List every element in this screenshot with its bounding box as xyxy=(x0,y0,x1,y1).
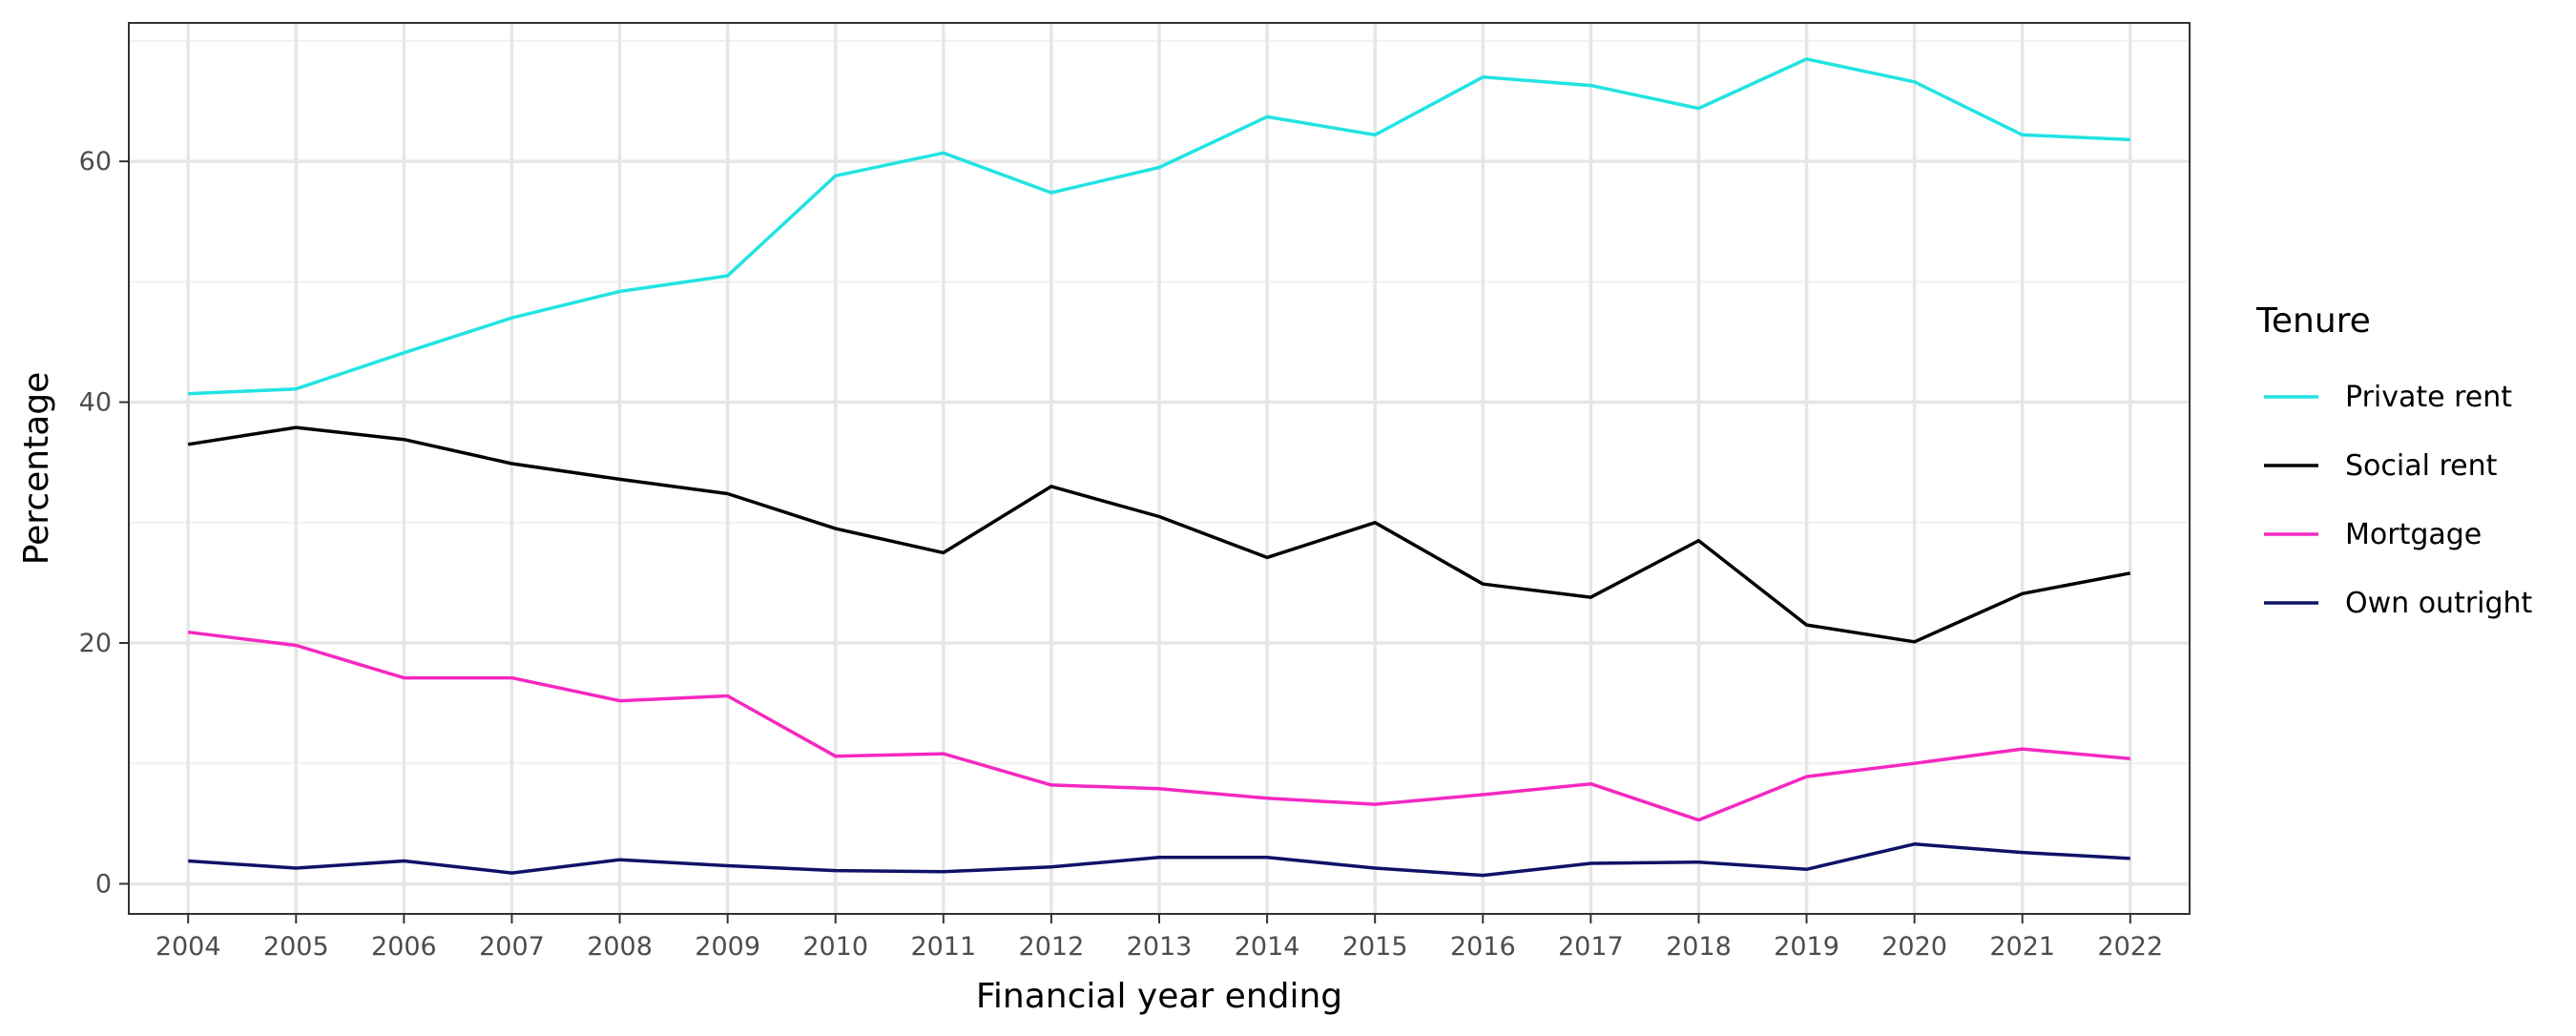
series-line-private-rent xyxy=(188,57,2130,396)
y-axis-title: Percentage xyxy=(17,372,56,566)
x-tick-label: 2018 xyxy=(1666,932,1732,962)
x-tick-label: 2009 xyxy=(695,932,760,962)
x-tick-label: 2008 xyxy=(587,932,653,962)
x-tick-label: 2019 xyxy=(1774,932,1839,962)
x-tick-label: 2010 xyxy=(802,932,868,962)
series-line-social-rent xyxy=(187,425,2131,644)
x-tick-label: 2017 xyxy=(1558,932,1624,962)
x-tick-label: 2004 xyxy=(156,932,221,962)
legend: Tenure Private rent Social rent Mortgage Ow… xyxy=(2255,301,2533,620)
x-tick-label: 2015 xyxy=(1342,932,1408,962)
y-tick-label: 0 xyxy=(95,869,112,899)
legend-label-own-outright: Own outright xyxy=(2345,587,2533,620)
axis-ticks xyxy=(119,160,2131,923)
x-tick-label: 2012 xyxy=(1019,932,1085,962)
legend-label-private-rent: Private rent xyxy=(2345,381,2512,414)
series-line-own-outright xyxy=(188,842,2130,878)
legend-label-mortgage: Mortgage xyxy=(2345,518,2482,551)
legend-label-social-rent: Social rent xyxy=(2345,449,2498,483)
grid-lines xyxy=(129,23,2190,914)
x-tick-label: 2006 xyxy=(371,932,437,962)
y-tick-label: 60 xyxy=(79,147,112,176)
x-tick-label: 2005 xyxy=(263,932,329,962)
x-tick-label: 2020 xyxy=(1881,932,1947,962)
x-axis-title: Financial year ending xyxy=(976,977,1342,1016)
y-axis-tick-labels: 0 20 40 60 xyxy=(79,147,112,899)
x-tick-label: 2011 xyxy=(910,932,976,962)
series-lines xyxy=(187,57,2131,878)
y-tick-label: 40 xyxy=(79,388,112,418)
legend-title: Tenure xyxy=(2255,301,2371,341)
x-tick-label: 2016 xyxy=(1450,932,1516,962)
y-tick-label: 20 xyxy=(79,629,112,658)
x-tick-label: 2014 xyxy=(1235,932,1300,962)
x-tick-label: 2007 xyxy=(479,932,545,962)
x-tick-label: 2013 xyxy=(1127,932,1193,962)
x-tick-label: 2022 xyxy=(2097,932,2163,962)
series-line-mortgage xyxy=(187,630,2130,822)
legend-items: Private rent Social rent Mortgage Own outri… xyxy=(2264,381,2533,620)
x-tick-label: 2021 xyxy=(1989,932,2055,962)
x-axis-tick-labels: 2004 2005 2006 2007 2008 2009 2010 2011 2012 2013… xyxy=(156,932,2163,962)
